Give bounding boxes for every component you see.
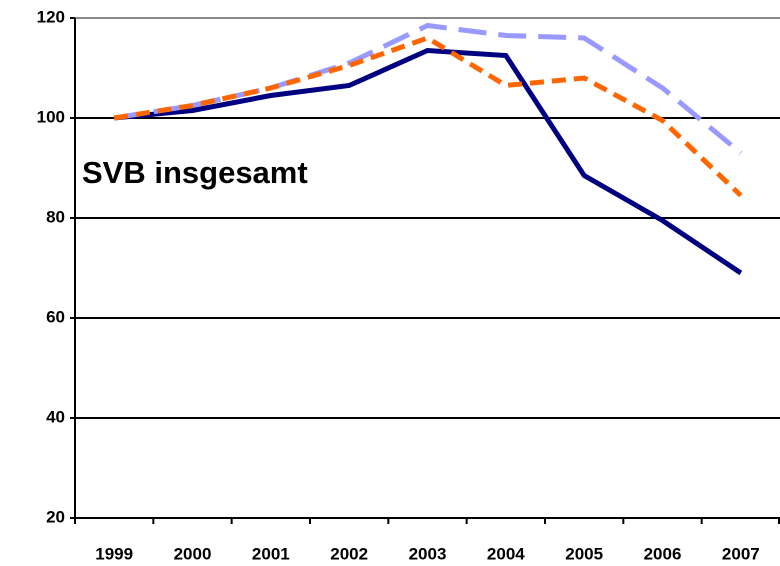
y-tick-label: 60 [46, 307, 65, 326]
x-tick-label: 2004 [487, 544, 525, 563]
y-tick-label: 20 [46, 507, 65, 526]
x-tick-label: 2005 [565, 544, 603, 563]
series-line [113, 35, 743, 198]
annotation: SVB insgesamt [82, 155, 308, 190]
y-tick-label: 120 [37, 7, 65, 26]
series-line [113, 47, 743, 276]
y-tick-label: 80 [46, 207, 65, 226]
series-line [113, 22, 743, 155]
x-tick-label: 2006 [644, 544, 682, 563]
x-tick-label: 1999 [95, 544, 133, 563]
x-tick-label: 2007 [722, 544, 760, 563]
x-tick-label: 2001 [252, 544, 290, 563]
y-tick-label: 100 [37, 107, 65, 126]
y-tick-label: 40 [46, 407, 65, 426]
x-tick-label: 2002 [330, 544, 368, 563]
x-tick-label: 2000 [174, 544, 212, 563]
x-tick-label: 2003 [409, 544, 447, 563]
